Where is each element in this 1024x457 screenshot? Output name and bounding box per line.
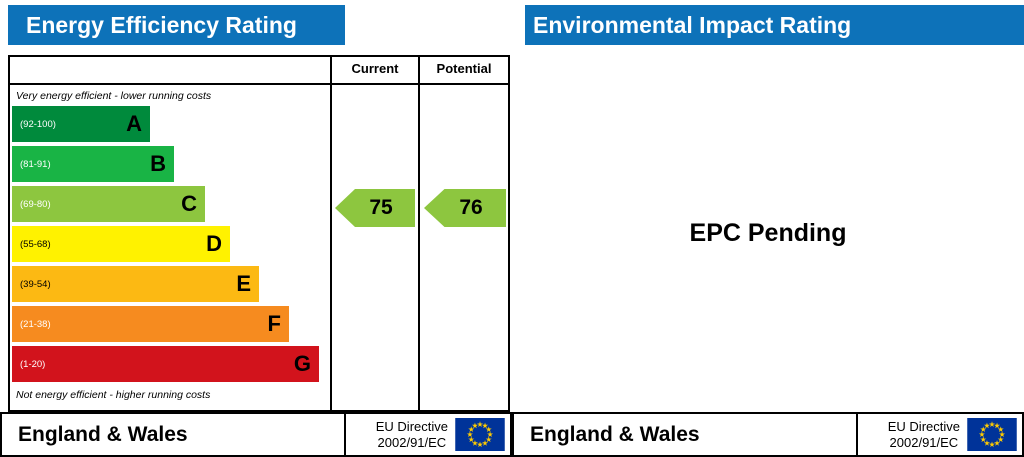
eu-flag-icon: [455, 418, 505, 451]
right-region-label: England & Wales: [530, 422, 700, 446]
band-row-f: (21-38) F: [12, 306, 330, 342]
top-note: Very energy efficient - lower running co…: [16, 90, 212, 102]
eu-flag-icon: [967, 418, 1017, 451]
right-directive-cell: EU Directive 2002/91/EC: [856, 414, 1022, 455]
band-bar-e: (39-54) E: [12, 266, 259, 302]
current-column: 75: [330, 85, 418, 410]
energy-rating-table: Current Potential Very energy efficient …: [8, 55, 510, 412]
band-letter: B: [150, 151, 166, 176]
band-range-label: (39-54): [20, 278, 51, 290]
band-range-label: (92-100): [20, 118, 56, 130]
band-list: (92-100) A (81-91) B (69-80) C (55-68) D (39-54)…: [12, 106, 330, 386]
table-header-row: Current Potential: [10, 57, 508, 85]
energy-rating-title: Energy Efficiency Rating: [26, 12, 297, 38]
band-row-d: (55-68) D: [12, 226, 330, 262]
band-bar-g: (1-20) G: [12, 346, 319, 382]
band-bar-b: (81-91) B: [12, 146, 174, 182]
band-row-e: (39-54) E: [12, 266, 330, 302]
band-letter: G: [293, 351, 311, 376]
right-directive-line1: EU Directive: [887, 418, 960, 434]
band-row-b: (81-91) B: [12, 146, 330, 182]
band-bar-f: (21-38) F: [12, 306, 289, 342]
band-letter: E: [236, 271, 251, 296]
environmental-rating-title: Environmental Impact Rating: [533, 12, 852, 38]
band-bar-d: (55-68) D: [12, 226, 230, 262]
band-row-c: (69-80) C: [12, 186, 330, 222]
right-directive-text: EU Directive 2002/91/EC: [888, 419, 960, 451]
environmental-rating-title-bar: Environmental Impact Rating: [525, 5, 1024, 45]
band-letter: D: [206, 231, 222, 256]
left-directive-line1: EU Directive: [375, 418, 448, 434]
epc-pending-area: EPC Pending: [512, 55, 1024, 412]
band-range-label: (69-80): [20, 198, 51, 210]
band-range-label: (55-68): [20, 238, 51, 250]
energy-rating-title-bar: Energy Efficiency Rating: [8, 5, 345, 45]
band-letter: C: [181, 191, 197, 216]
band-letter: A: [126, 111, 142, 136]
left-directive-cell: EU Directive 2002/91/EC: [344, 414, 510, 455]
bands-header-spacer: [10, 57, 330, 83]
epc-pending-text: EPC Pending: [689, 219, 847, 247]
left-region-label: England & Wales: [18, 422, 188, 446]
right-footer: England & Wales EU Directive 2002/91/EC: [512, 412, 1024, 457]
band-range-label: (81-91): [20, 158, 51, 170]
table-body: Very energy efficient - lower running co…: [10, 85, 508, 410]
current-column-header: Current: [330, 57, 418, 83]
band-row-a: (92-100) A: [12, 106, 330, 142]
potential-column-header: Potential: [418, 57, 508, 83]
left-directive-line2: 2002/91/EC: [377, 434, 447, 450]
potential-column: 76: [418, 85, 508, 410]
band-bar-c: (69-80) C: [12, 186, 205, 222]
band-range-label: (1-20): [20, 358, 46, 370]
current-arrow: 75: [335, 189, 415, 227]
bottom-note: Not energy efficient - higher running co…: [16, 389, 211, 401]
band-letter: F: [267, 311, 281, 336]
left-directive-text: EU Directive 2002/91/EC: [376, 419, 448, 451]
left-footer: England & Wales EU Directive 2002/91/EC: [0, 412, 512, 457]
band-bar-a: (92-100) A: [12, 106, 150, 142]
band-range-label: (21-38): [20, 318, 51, 330]
bands-column: Very energy efficient - lower running co…: [10, 85, 330, 410]
right-directive-line2: 2002/91/EC: [889, 434, 959, 450]
potential-arrow: 76: [424, 189, 506, 227]
band-row-g: (1-20) G: [12, 346, 330, 382]
